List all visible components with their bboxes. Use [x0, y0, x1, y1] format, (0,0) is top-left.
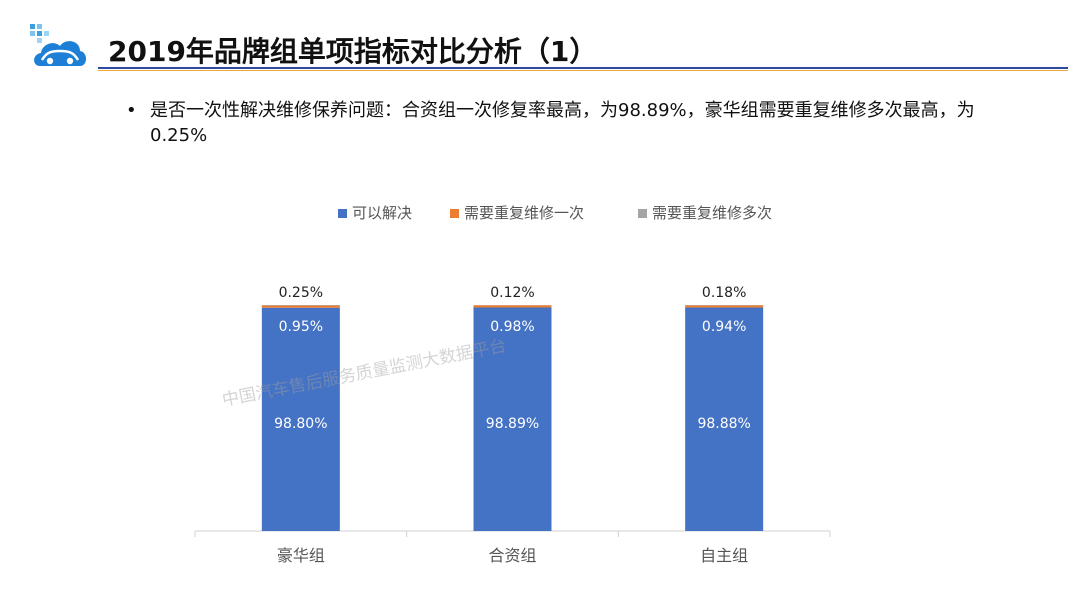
bullet-text: 是否一次性解决维修保养问题：合资组一次修复率最高，为98.89%，豪华组需要重复… — [150, 100, 975, 146]
bar-segment — [261, 305, 340, 308]
data-label: 0.25% — [279, 285, 323, 301]
legend-label: 可以解决 — [352, 204, 412, 222]
legend-swatch — [638, 209, 647, 218]
data-label: 98.80% — [274, 416, 327, 432]
x-tick-label: 豪华组 — [277, 546, 325, 565]
data-label: 0.18% — [702, 285, 746, 301]
bar-segment — [261, 305, 340, 306]
data-label: 98.89% — [486, 416, 539, 432]
bar-segment — [473, 307, 552, 531]
bullet-marker: • — [126, 100, 137, 121]
bullet-point: • 是否一次性解决维修保养问题：合资组一次修复率最高，为98.89%，豪华组需要… — [126, 98, 1026, 148]
data-label: 0.95% — [279, 319, 323, 335]
bar-segment — [473, 305, 552, 308]
bar-segment — [685, 307, 764, 531]
legend-swatch — [338, 209, 347, 218]
data-label: 0.98% — [490, 319, 534, 335]
car-cloud-logo-icon — [30, 24, 86, 66]
data-label: 0.94% — [702, 319, 746, 335]
x-tick-label: 合资组 — [488, 546, 536, 565]
x-tick-label: 自主组 — [700, 546, 748, 565]
data-label: 98.88% — [697, 416, 750, 432]
bar-segment — [685, 305, 764, 308]
title-divider — [98, 67, 1068, 69]
legend-swatch — [450, 209, 459, 218]
data-label: 0.12% — [490, 285, 534, 301]
legend-label: 需要重复维修多次 — [652, 204, 772, 222]
page-title: 2019年品牌组单项指标对比分析（1） — [108, 35, 598, 68]
legend-label: 需要重复维修一次 — [464, 204, 584, 222]
title-divider-accent — [98, 70, 1068, 71]
bar-segment — [261, 307, 340, 531]
